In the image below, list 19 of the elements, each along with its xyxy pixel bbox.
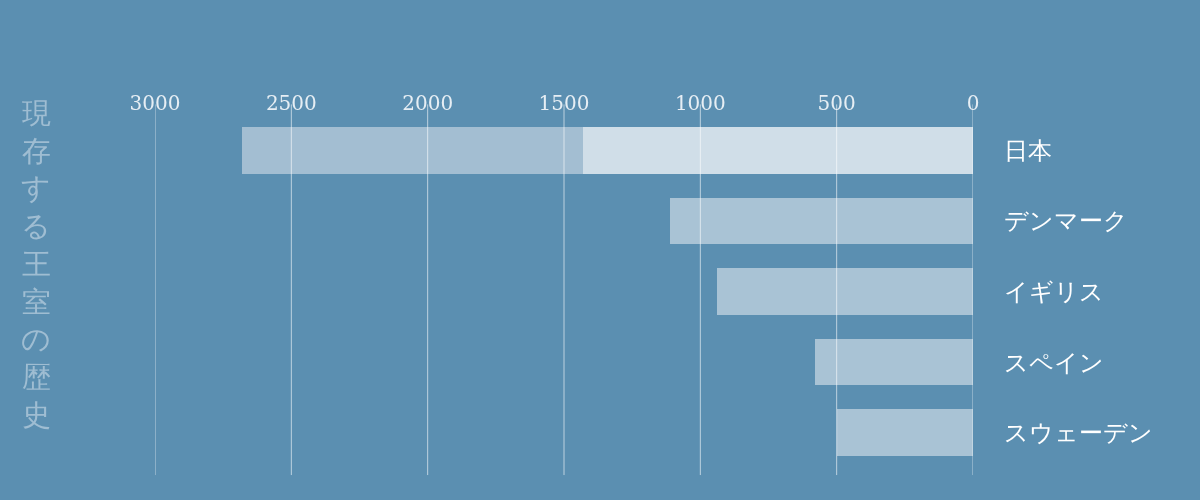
bar [583,127,973,174]
x-tick-label: 2000 [402,91,454,115]
y-tick-label: イギリス [1004,277,1104,306]
y-tick-label: デンマーク [1004,207,1128,236]
x-tick-label: 0 [966,91,980,115]
x-tick-label: 3000 [129,91,181,115]
x-tick-label: 1500 [538,91,590,115]
chart-title: 現存する王室の歴史 [21,96,51,432]
bar [814,338,973,386]
y-tick-label: 日本 [1004,136,1052,165]
x-tick-label: 2500 [265,91,317,115]
y-tick-label: スウェーデン [1004,419,1153,448]
bar [670,197,973,245]
x-tick-label: 1000 [674,91,726,115]
bar [836,409,973,456]
bar [242,127,584,174]
y-tick-label: スペイン [1004,348,1104,377]
x-tick-label: 500 [817,91,856,115]
bar [716,268,973,315]
